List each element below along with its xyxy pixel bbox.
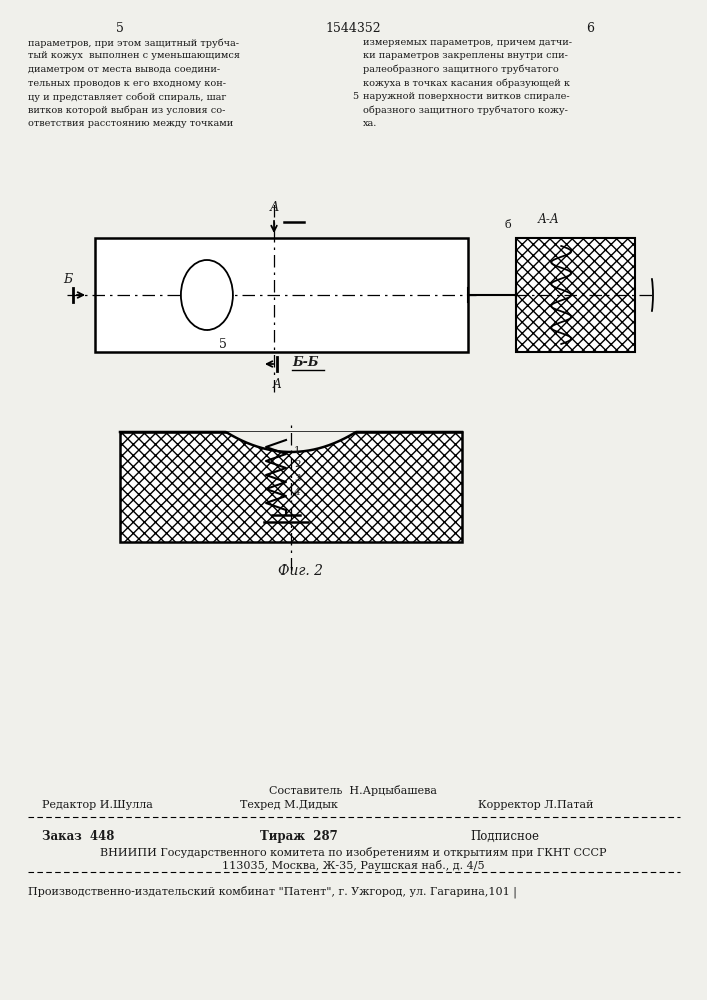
Text: наружной поверхности витков спирале-: наружной поверхности витков спирале- (363, 92, 570, 101)
Text: измеряемых параметров, причем датчи-: измеряемых параметров, причем датчи- (363, 38, 572, 47)
Polygon shape (95, 238, 468, 352)
Text: Техред М.Дидык: Техред М.Дидык (240, 800, 338, 810)
Text: тый кожух  выполнен с уменьшающимся: тый кожух выполнен с уменьшающимся (28, 51, 240, 60)
Text: ВНИИПИ Государственного комитета по изобретениям и открытиям при ГКНТ СССР: ВНИИПИ Государственного комитета по изоб… (100, 847, 606, 858)
Text: Б: Б (64, 273, 73, 286)
Text: Подписное: Подписное (470, 830, 539, 843)
Text: 4: 4 (294, 488, 300, 497)
Text: тельных проводов к его входному кон-: тельных проводов к его входному кон- (28, 79, 226, 88)
Text: 5: 5 (352, 92, 358, 101)
Text: образного защитного трубчатого кожу-: образного защитного трубчатого кожу- (363, 105, 568, 115)
Text: Б-Б: Б-Б (292, 356, 319, 368)
Text: Производственно-издательский комбинат "Патент", г. Ужгород, ул. Гагарина,101 |: Производственно-издательский комбинат "П… (28, 885, 517, 898)
Text: 113035, Москва, Ж-35, Раушская наб., д. 4/5: 113035, Москва, Ж-35, Раушская наб., д. … (222, 860, 484, 871)
Text: 3: 3 (294, 474, 300, 483)
Text: А: А (269, 201, 279, 214)
Text: цу и представляет собой спираль, шаг: цу и представляет собой спираль, шаг (28, 92, 226, 102)
Text: Редактор И.Шулла: Редактор И.Шулла (42, 800, 153, 810)
Polygon shape (516, 238, 635, 352)
Text: А: А (273, 378, 281, 391)
Text: Заказ  448: Заказ 448 (42, 830, 115, 843)
Text: 5: 5 (219, 338, 227, 351)
Text: диаметром от места вывода соедини-: диаметром от места вывода соедини- (28, 65, 220, 74)
Text: 1544352: 1544352 (325, 22, 381, 35)
Text: параметров, при этом защитный трубча-: параметров, при этом защитный трубча- (28, 38, 239, 47)
Text: б: б (504, 220, 511, 230)
Text: Составитель  Н.Арцыбашева: Составитель Н.Арцыбашева (269, 785, 437, 796)
Text: Фиг. 2: Фиг. 2 (279, 564, 324, 578)
Text: Тираж  287: Тираж 287 (260, 830, 338, 843)
Text: Корректор Л.Патай: Корректор Л.Патай (478, 800, 593, 810)
Text: витков которой выбран из условия со-: витков которой выбран из условия со- (28, 105, 226, 115)
Text: 1: 1 (294, 446, 300, 455)
Text: А-А: А-А (538, 213, 560, 226)
Text: кожуха в точках касания образующей к: кожуха в точках касания образующей к (363, 79, 570, 88)
Polygon shape (120, 432, 462, 542)
Text: 6: 6 (586, 22, 594, 35)
Text: 2: 2 (294, 460, 300, 469)
Ellipse shape (181, 260, 233, 330)
Text: ки параметров закреплены внутри спи-: ки параметров закреплены внутри спи- (363, 51, 568, 60)
Text: ответствия расстоянию между точками: ответствия расстоянию между точками (28, 119, 233, 128)
Text: 5: 5 (116, 22, 124, 35)
Text: ралеобразного защитного трубчатого: ралеобразного защитного трубчатого (363, 65, 559, 75)
Polygon shape (120, 432, 462, 452)
Text: ха.: ха. (363, 119, 378, 128)
